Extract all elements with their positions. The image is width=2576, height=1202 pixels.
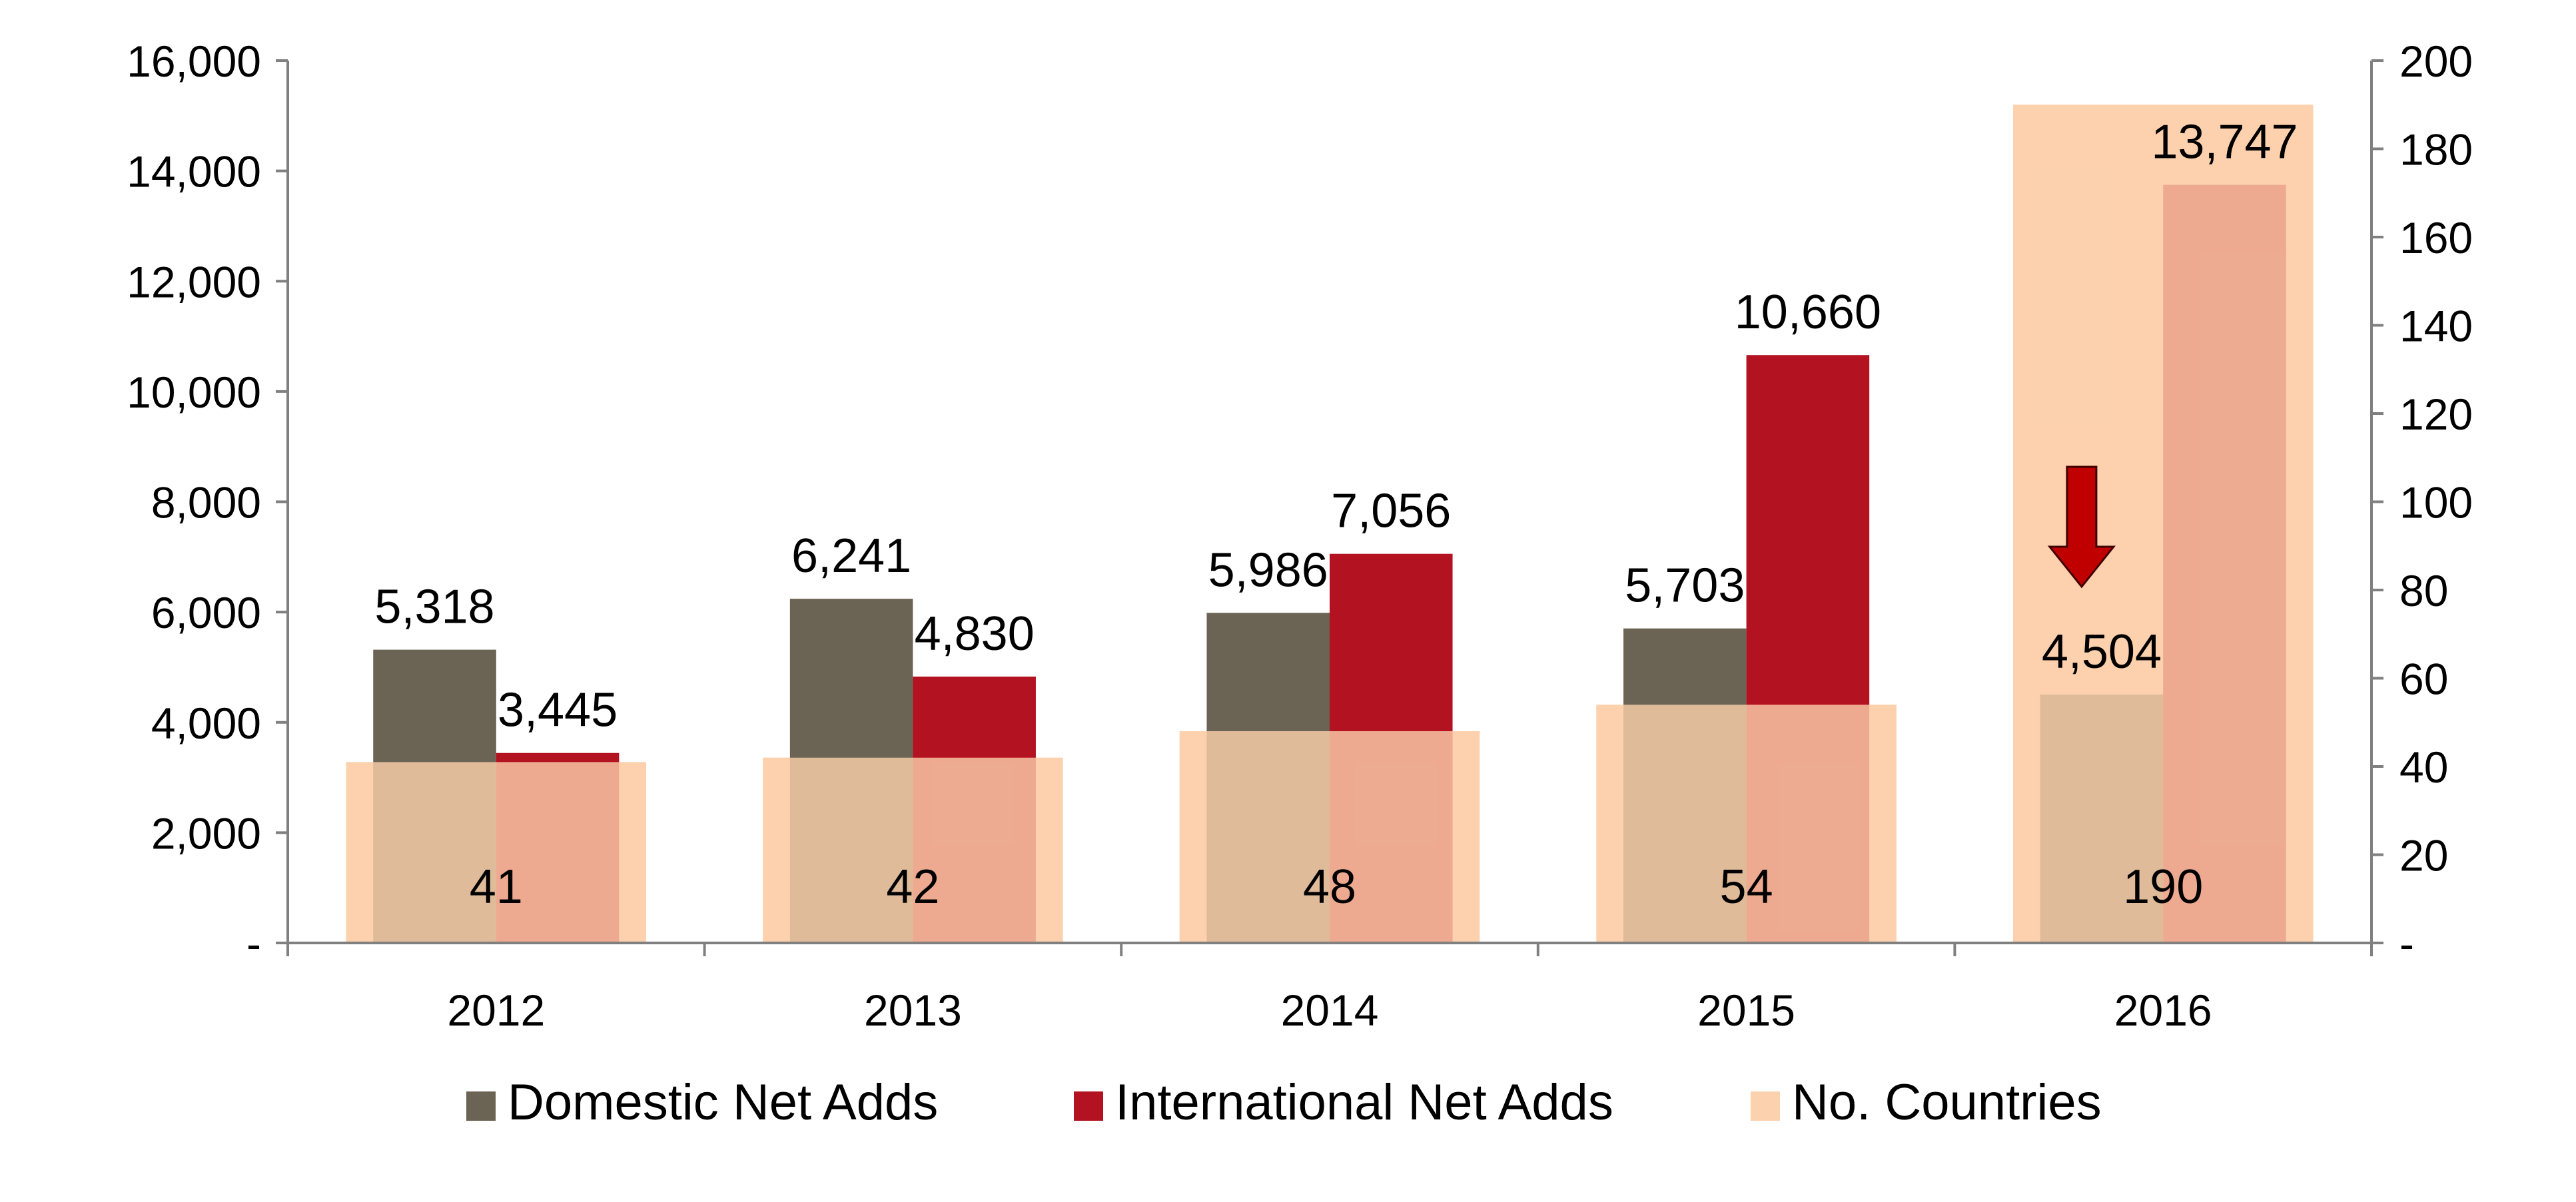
- right-axis-tick-label: 160: [2399, 213, 2473, 262]
- x-axis-category-label: 2014: [1281, 986, 1379, 1035]
- international-net-adds-data-label: 4,830: [915, 607, 1035, 661]
- right-axis-tick-label: 200: [2399, 37, 2473, 86]
- right-axis-tick-label: 100: [2399, 478, 2473, 527]
- domestic-net-adds-data-label: 4,504: [2042, 625, 2162, 679]
- international-net-adds-data-label: 7,056: [1331, 485, 1451, 538]
- no-countries-overlay: [1179, 731, 1480, 943]
- international-net-adds-data-label: 10,660: [1735, 286, 1881, 339]
- right-axis-tick-label: 120: [2399, 390, 2473, 439]
- legend-item-international-net-adds-label: International Net Adds: [1115, 1074, 1613, 1131]
- no-countries-data-label: 48: [1303, 860, 1356, 914]
- left-axis-tick-label: 12,000: [127, 257, 261, 306]
- right-axis-tick-label: 20: [2399, 831, 2448, 880]
- axes-layer: - 2,000 4,000 6,000 8,000 10,000 12,000 14,000 1…: [127, 37, 2473, 1035]
- legend-item-no-countries-label: No. Countries: [1792, 1074, 2102, 1131]
- right-axis-tick-label: 40: [2399, 743, 2448, 792]
- no-countries-data-label: 42: [886, 860, 939, 914]
- international-net-adds-data-label: 3,445: [498, 684, 618, 737]
- x-axis-category-label: 2015: [1697, 986, 1795, 1035]
- left-axis-tick-label: 4,000: [151, 699, 261, 748]
- domestic-net-adds-data-label: 5,318: [374, 581, 494, 634]
- legend-item-international-net-adds-swatch: [1074, 1091, 1103, 1121]
- right-axis-tick-label: -: [2399, 919, 2414, 968]
- international-net-adds-data-label: 13,747: [2151, 116, 2298, 169]
- no-countries-overlay: [1596, 705, 1897, 943]
- no-countries-overlay: [763, 757, 1063, 943]
- right-axis-tick-label: 60: [2399, 655, 2448, 704]
- domestic-net-adds-data-label: 5,986: [1208, 543, 1328, 597]
- legend-item-no-countries-swatch: [1751, 1091, 1780, 1121]
- no-countries-overlay: [346, 762, 647, 943]
- x-axis-category-label: 2016: [2114, 986, 2212, 1035]
- legend-item-domestic-net-adds-swatch: [466, 1091, 496, 1121]
- right-axis-tick-label: 80: [2399, 566, 2448, 615]
- legend: Domestic Net Adds International Net Adds N…: [466, 1074, 2102, 1131]
- annotation-layer: [2047, 465, 2116, 589]
- left-axis-tick-label: 8,000: [151, 478, 261, 527]
- no-countries-data-label: 190: [2123, 860, 2203, 914]
- no-countries-data-label: 41: [470, 860, 523, 914]
- x-axis-category-label: 2013: [864, 986, 962, 1035]
- right-axis-tick-label: 140: [2399, 302, 2473, 351]
- domestic-net-adds-data-label: 5,703: [1625, 559, 1745, 613]
- domestic-net-adds-data-label: 6,241: [791, 529, 911, 583]
- no-countries-data-label: 54: [1720, 860, 1773, 914]
- net-adds-layer: [346, 105, 2314, 944]
- left-axis-tick-label: 14,000: [127, 147, 261, 196]
- right-axis-tick-label: 180: [2399, 125, 2473, 174]
- x-axis-category-label: 2012: [447, 986, 545, 1035]
- left-axis-tick-label: 6,000: [151, 588, 261, 637]
- down-arrow-icon: [2047, 465, 2116, 589]
- left-axis-tick-label: -: [246, 919, 261, 968]
- legend-item-domestic-net-adds-label: Domestic Net Adds: [508, 1074, 938, 1131]
- left-axis-tick-label: 2,000: [151, 808, 261, 858]
- no-countries-overlay: [2012, 105, 2314, 943]
- left-axis-tick-label: 10,000: [127, 368, 261, 417]
- left-axis-tick-label: 16,000: [127, 37, 261, 86]
